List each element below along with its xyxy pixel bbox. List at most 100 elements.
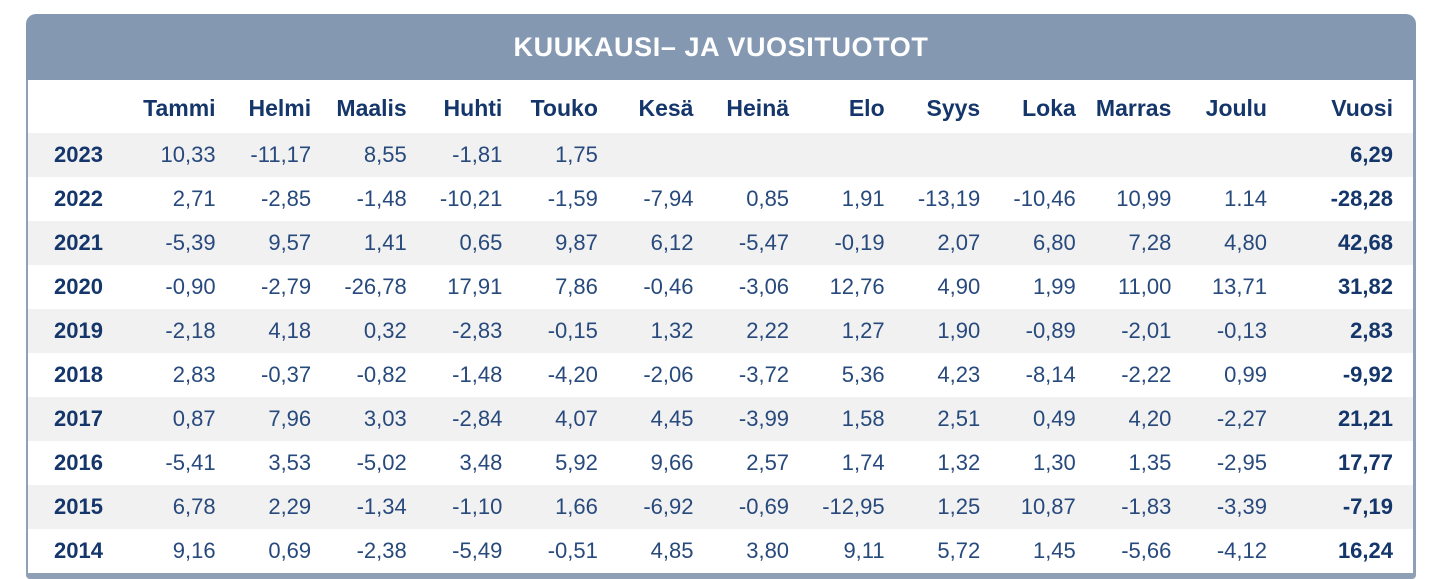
month-value-cell: 5,92 — [555, 450, 598, 475]
month-value-cell: 7,28 — [1128, 230, 1172, 255]
month-value-cell — [713, 133, 809, 177]
annual-value-cell: -9,92 — [1342, 362, 1393, 387]
column-header-joulu: Joulu — [1205, 95, 1267, 121]
month-value-cell: 9,11 — [843, 538, 885, 563]
month-value-cell: 4,45 — [650, 406, 694, 431]
month-value-cell: -5,66 — [1121, 538, 1172, 563]
column-header-tammi: Tammi — [143, 95, 216, 121]
month-value-cell: -4,20 — [547, 362, 598, 387]
month-value-cell: -11,17 — [250, 142, 312, 167]
year-cell: 2020 — [54, 274, 103, 299]
year-cell: 2014 — [54, 538, 103, 563]
month-value-cell: -26,78 — [344, 274, 407, 299]
month-value-cell: 0,87 — [172, 406, 216, 431]
month-value-cell: -5,49 — [452, 538, 503, 563]
year-cell: 2018 — [54, 362, 103, 387]
month-value-cell: 1,27 — [841, 318, 885, 343]
month-value-cell: 1,35 — [1128, 450, 1172, 475]
month-value-cell: 2,71 — [172, 186, 216, 211]
month-value-cell: -0,89 — [1025, 318, 1076, 343]
column-header-year — [28, 80, 140, 133]
page-title: KUUKAUSI– JA VUOSITUOTOT — [513, 31, 929, 62]
month-value-cell: 2,22 — [746, 318, 790, 343]
month-value-cell: 1,45 — [1032, 538, 1076, 563]
column-header-huhti: Huhti — [443, 95, 503, 121]
month-value-cell: 6,78 — [172, 494, 216, 519]
year-cell: 2016 — [54, 450, 103, 475]
month-value-cell: -0,37 — [261, 362, 312, 387]
table-row-2018: 2018 2,83 -0,37 -0,82 -1,48 -4,20 -2,06 -3,72 5,… — [28, 353, 1413, 397]
month-value-cell: -0,51 — [547, 538, 598, 563]
returns-table-container: Tammi Helmi Maalis Huhti Touko Kesä Heinä Elo Sy… — [26, 80, 1416, 579]
month-value-cell: 2,83 — [172, 362, 216, 387]
annual-value-cell: 6,29 — [1350, 142, 1393, 167]
month-value-cell: -2,22 — [1121, 362, 1172, 387]
column-header-heinä: Heinä — [726, 95, 790, 121]
month-value-cell: 10,99 — [1116, 186, 1172, 211]
annual-value-cell: 21,21 — [1337, 406, 1393, 431]
month-value-cell: -5,39 — [165, 230, 216, 255]
month-value-cell: -1,81 — [452, 142, 503, 167]
month-value-cell — [905, 133, 1001, 177]
month-value-cell: -5,02 — [356, 450, 407, 475]
month-value-cell: 0,99 — [1224, 362, 1267, 387]
month-value-cell: -1,59 — [547, 186, 598, 211]
month-value-cell: 0,69 — [268, 538, 312, 563]
month-value-cell: -0,46 — [643, 274, 694, 299]
month-value-cell: -2,85 — [261, 186, 312, 211]
month-value-cell: 13,71 — [1211, 274, 1267, 299]
month-value-cell: -4,12 — [1216, 538, 1267, 563]
column-header-maalis: Maalis — [336, 95, 407, 121]
month-value-cell: 3,80 — [746, 538, 790, 563]
month-value-cell: 4,20 — [1128, 406, 1172, 431]
year-cell: 2022 — [54, 186, 103, 211]
month-value-cell: -5,47 — [738, 230, 790, 255]
month-value-cell: -0,15 — [547, 318, 598, 343]
month-value-cell: 5,36 — [841, 362, 885, 387]
table-row-2021: 2021 -5,39 9,57 1,41 0,65 9,87 6,12 -5,47 -0,19 2… — [28, 221, 1413, 265]
month-value-cell: -0,82 — [356, 362, 407, 387]
column-header-syys: Syys — [926, 95, 981, 121]
month-value-cell — [1000, 133, 1096, 177]
annual-value-cell: 16,24 — [1337, 538, 1393, 563]
month-value-cell: -3,06 — [738, 274, 790, 299]
month-value-cell — [1096, 133, 1192, 177]
month-value-cell: 7,86 — [555, 274, 598, 299]
month-value-cell: 1,32 — [937, 450, 981, 475]
month-value-cell: 1,91 — [841, 186, 885, 211]
month-value-cell: 2,07 — [937, 230, 981, 255]
month-value-cell: 10,87 — [1020, 494, 1076, 519]
month-value-cell: -0,90 — [165, 274, 216, 299]
month-value-cell: 1,66 — [555, 494, 598, 519]
month-value-cell: 7,96 — [268, 406, 312, 431]
column-header-helmi: Helmi — [248, 95, 312, 121]
table-row-2015: 2015 6,78 2,29 -1,34 -1,10 1,66 -6,92 -0,69 -12,… — [28, 485, 1413, 529]
column-header-row: Tammi Helmi Maalis Huhti Touko Kesä Heinä Elo Sy… — [28, 80, 1413, 133]
month-value-cell: 4,18 — [268, 318, 312, 343]
table-row-2017: 2017 0,87 7,96 3,03 -2,84 4,07 4,45 -3,99 1,58 2,… — [28, 397, 1413, 441]
month-value-cell: -2,06 — [643, 362, 694, 387]
month-value-cell: -2,27 — [1216, 406, 1267, 431]
month-value-cell: 1,41 — [363, 230, 407, 255]
month-value-cell: -3,39 — [1216, 494, 1267, 519]
month-value-cell: 5,72 — [937, 538, 981, 563]
month-value-cell: 0,85 — [746, 186, 790, 211]
month-value-cell: 1,58 — [841, 406, 885, 431]
month-value-cell: 3,53 — [268, 450, 312, 475]
month-value-cell: 1,99 — [1032, 274, 1076, 299]
month-value-cell: 9,87 — [555, 230, 598, 255]
month-value-cell: -10,46 — [1013, 186, 1076, 211]
month-value-cell: 1,75 — [555, 142, 598, 167]
month-value-cell: -1,34 — [356, 494, 407, 519]
month-value-cell: 3,03 — [363, 406, 407, 431]
column-header-vuosi: Vuosi — [1331, 95, 1393, 121]
month-value-cell — [618, 133, 714, 177]
month-value-cell: -1,48 — [356, 186, 407, 211]
month-value-cell: 1,30 — [1032, 450, 1076, 475]
month-value-cell: -2,84 — [452, 406, 503, 431]
table-head: Tammi Helmi Maalis Huhti Touko Kesä Heinä Elo Sy… — [28, 80, 1413, 133]
month-value-cell: 9,16 — [172, 538, 216, 563]
month-value-cell: -12,95 — [822, 494, 885, 519]
table-row-2014: 2014 9,16 0,69 -2,38 -5,49 -0,51 4,85 3,80 9,11 5… — [28, 529, 1413, 573]
month-value-cell: 0,32 — [363, 318, 407, 343]
